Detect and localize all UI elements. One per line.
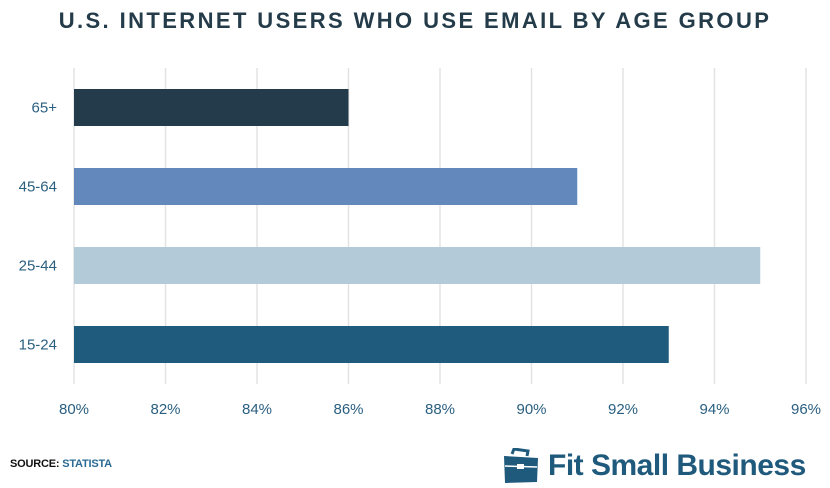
bar-chart: 80% 82% 84% 86% 88% 90% 92% 94% 96% 65+ 45-64 25-44… xyxy=(19,68,821,418)
source-note: SOURCE: STATISTA xyxy=(10,458,112,470)
x-tick-label: 86% xyxy=(333,401,363,418)
x-tick-label: 92% xyxy=(608,401,638,418)
x-tick-label: 96% xyxy=(791,401,821,418)
briefcase-icon xyxy=(504,448,538,483)
y-tick-label: 65+ xyxy=(32,100,58,117)
source-value: STATISTA xyxy=(62,458,112,470)
y-tick-label: 45-64 xyxy=(19,179,57,196)
y-tick-label: 25-44 xyxy=(19,258,57,275)
bar-15-24 xyxy=(74,326,669,363)
y-tick-label: 15-24 xyxy=(19,337,57,354)
x-tick-label: 90% xyxy=(516,401,546,418)
source-label: SOURCE: xyxy=(10,458,60,470)
x-tick-label: 84% xyxy=(242,401,272,418)
x-tick-label: 82% xyxy=(150,401,180,418)
bar-45-64 xyxy=(74,168,578,205)
bar-65+ xyxy=(74,89,349,126)
brand-logo: Fit Small Business xyxy=(502,446,806,486)
brand-name: Fit Small Business xyxy=(548,449,806,482)
x-tick-label: 94% xyxy=(699,401,729,418)
chart-title: U.S. INTERNET USERS WHO USE EMAIL BY AGE… xyxy=(58,8,772,33)
bar-25-44 xyxy=(74,247,761,284)
x-tick-label: 80% xyxy=(59,401,89,418)
x-tick-label: 88% xyxy=(425,401,455,418)
